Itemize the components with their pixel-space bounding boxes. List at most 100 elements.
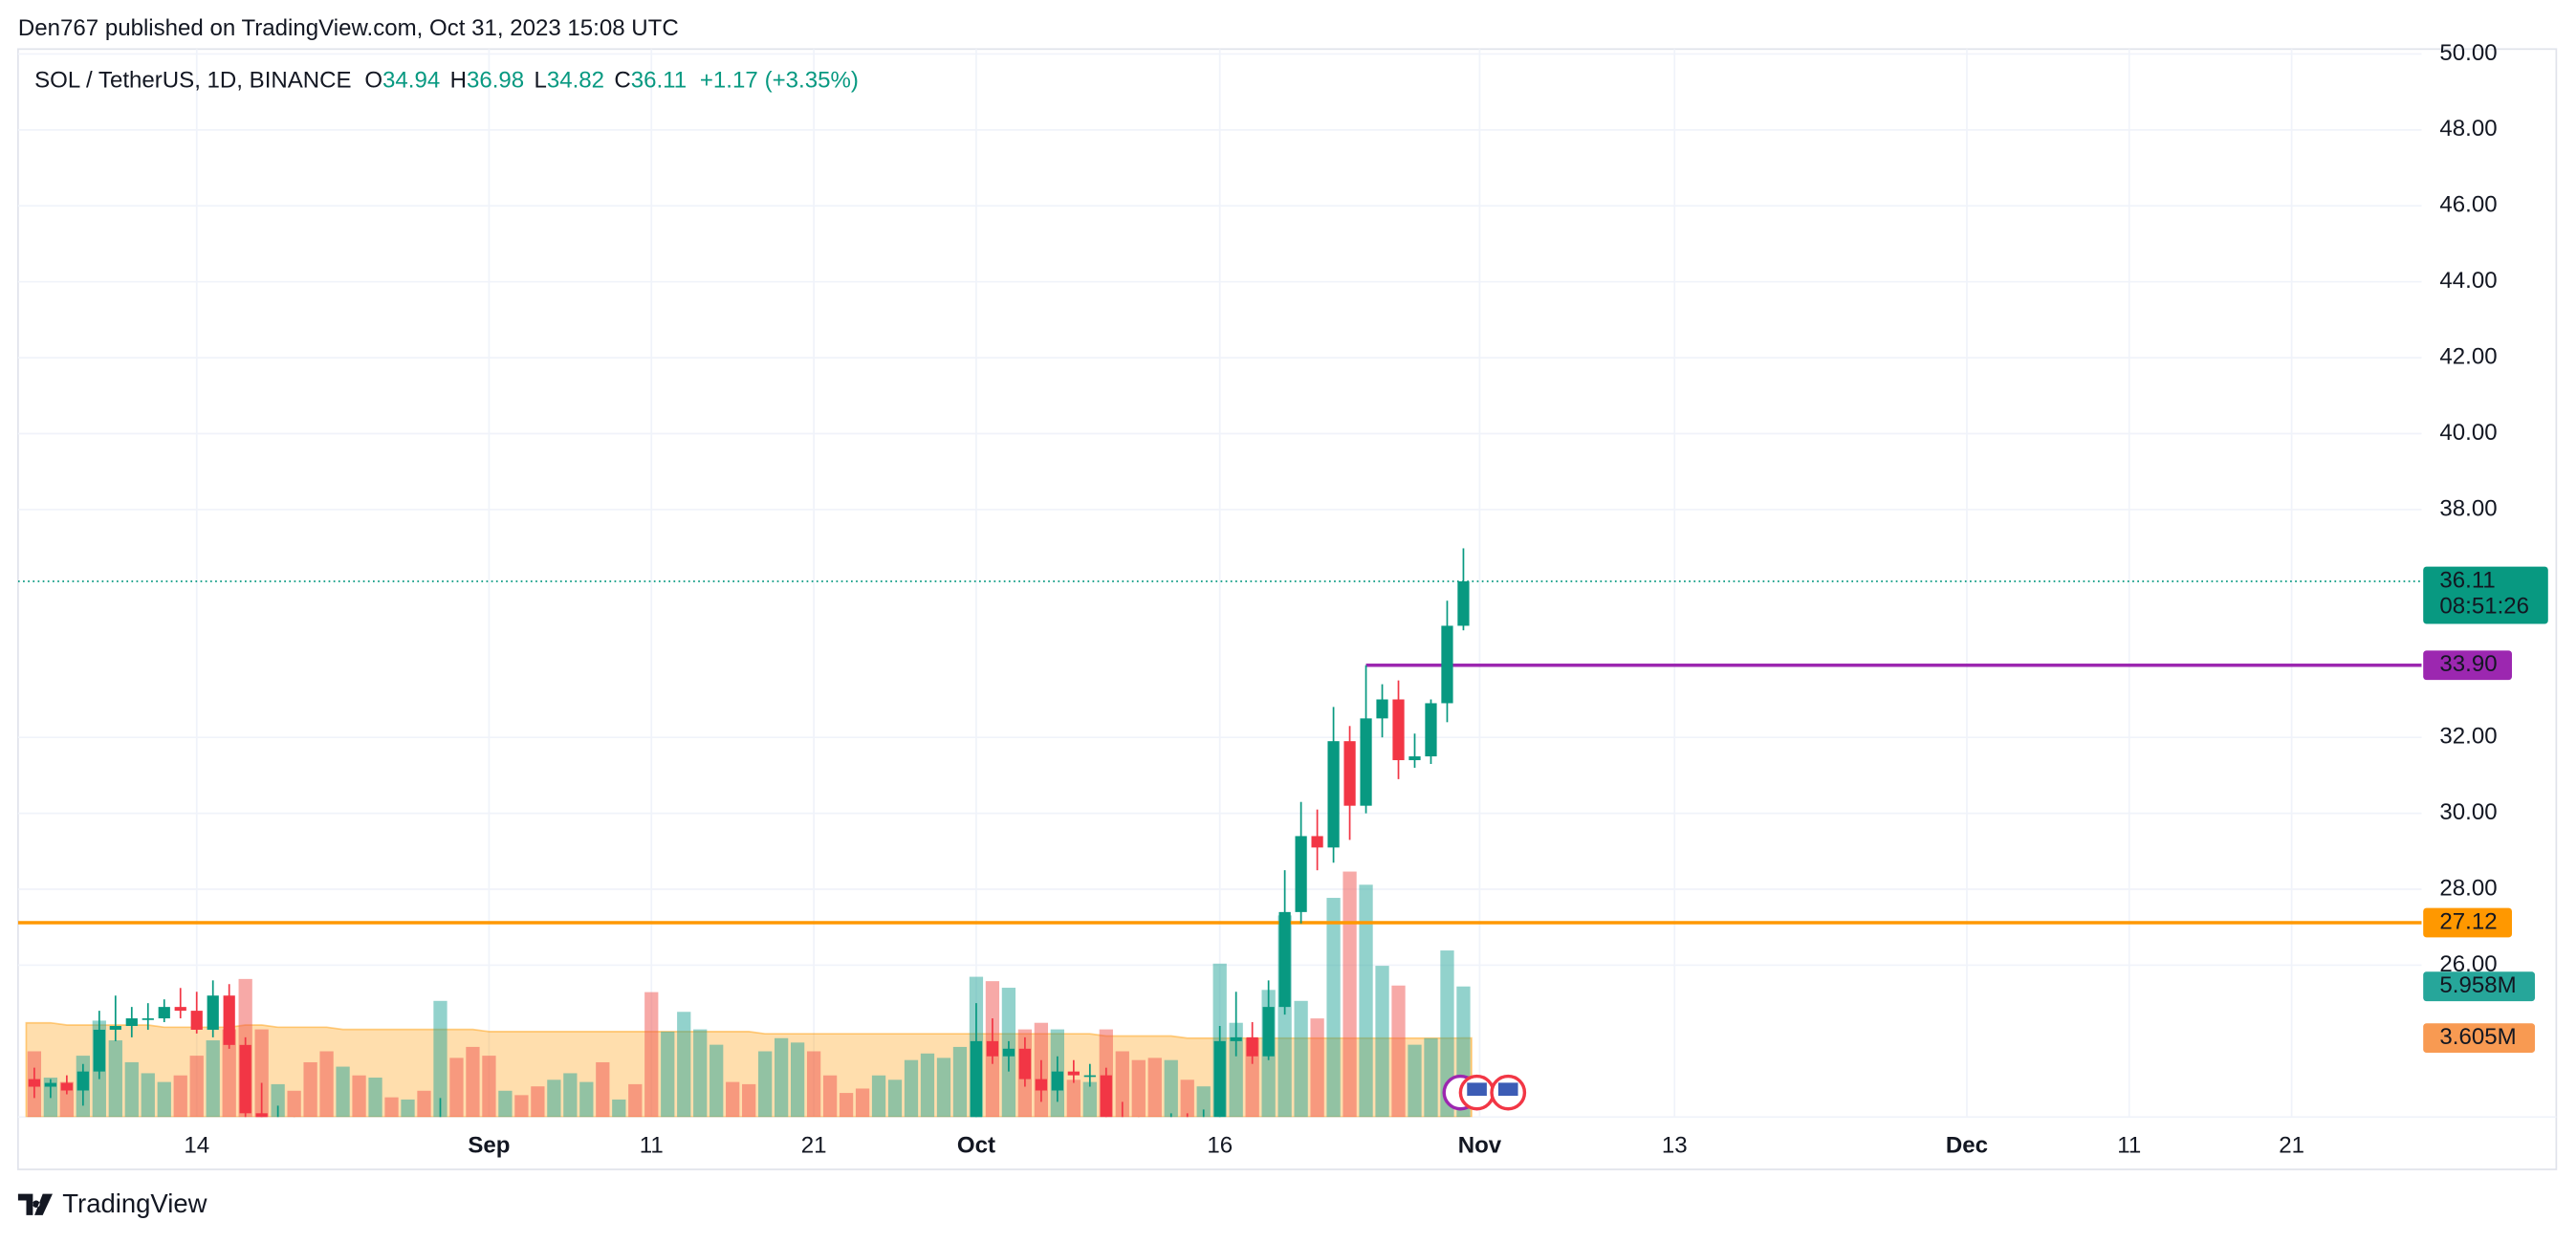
frame (17, 48, 2558, 1170)
volume-bar (822, 1075, 838, 1118)
legend-key: L (534, 68, 546, 94)
candle-body (1051, 1071, 1063, 1091)
volume-bar (1440, 950, 1454, 1118)
grid (17, 49, 2422, 1118)
candle-body (158, 1007, 170, 1019)
volume-label-box (2423, 971, 2536, 1002)
volume-bar (612, 1099, 626, 1118)
flag-icon (1467, 1082, 1487, 1097)
candle-body (142, 1018, 154, 1020)
volume-bar (904, 1059, 919, 1118)
candle-body (1165, 1117, 1177, 1118)
candle-body (223, 995, 235, 1045)
volume-bar (1164, 1059, 1178, 1118)
x-tick-label: Sep (468, 1132, 510, 1158)
volume-bar (59, 1081, 74, 1118)
candle-body (1100, 1075, 1112, 1118)
volume-bar (1424, 1037, 1438, 1118)
volume-bar (141, 1073, 155, 1118)
legend-value: 34.82 (547, 68, 604, 94)
volume-bar (449, 1058, 464, 1118)
volume-bar (401, 1099, 415, 1118)
volume-bar (1115, 1051, 1129, 1118)
candle-body (190, 1011, 203, 1030)
volume-bar (1391, 985, 1406, 1118)
level-label: 33.90 (2439, 651, 2497, 677)
volume-bar (693, 1029, 708, 1118)
candle-body (1083, 1075, 1096, 1078)
volume-bar (920, 1053, 935, 1118)
candle-body (239, 1044, 251, 1114)
volume-bar (287, 1090, 301, 1118)
candle-body (1343, 741, 1356, 806)
candle-body (1278, 911, 1291, 1008)
candle-body (1311, 836, 1323, 848)
x-tick-label: 13 (1662, 1132, 1688, 1158)
volume-bar (790, 1042, 805, 1118)
volume-bar (368, 1078, 382, 1118)
volume-bar (726, 1081, 740, 1118)
candle-body (1230, 1036, 1242, 1041)
volume-bar (303, 1061, 317, 1118)
volume-bar (1294, 1000, 1308, 1118)
candle-body (1295, 836, 1307, 912)
legend-value: 36.11 (631, 68, 687, 94)
volume-ma-label-box (2423, 1023, 2536, 1054)
candle-body (970, 1040, 983, 1118)
volume-bar (887, 1079, 903, 1118)
candle-body (1392, 699, 1405, 761)
candle-body (1376, 699, 1388, 719)
volume-bar (547, 1079, 561, 1118)
candle-body (1067, 1071, 1080, 1076)
candle-body (1197, 1117, 1210, 1118)
y-tick-label: 38.00 (2439, 495, 2497, 521)
candle-body (1441, 625, 1453, 704)
volume-bar (189, 1056, 204, 1118)
volume-bar (1408, 1044, 1422, 1118)
volume-bar (466, 1046, 480, 1118)
brand-name: TradingView (62, 1188, 207, 1218)
volume-bar (206, 1040, 220, 1118)
volume-bar (839, 1093, 854, 1118)
legend-key: C (614, 68, 630, 94)
legend-value: 36.98 (467, 68, 524, 94)
volume-bar (222, 1029, 236, 1118)
candle-body (1181, 1117, 1193, 1118)
y-tick-label: 42.00 (2439, 343, 2497, 369)
volume-bar (124, 1061, 139, 1118)
candle-body (1408, 756, 1421, 761)
volume-bar (1147, 1058, 1162, 1118)
event-markers (1442, 1074, 1527, 1111)
volume-bar (531, 1086, 545, 1118)
volume-bar (1343, 871, 1357, 1118)
volume-bar (157, 1081, 171, 1118)
volume-bar (108, 1040, 122, 1118)
legend-change-percent: (+3.35%) (765, 68, 859, 94)
volume-bar (775, 1037, 789, 1118)
volume-bar (482, 1056, 496, 1118)
candle-body (1018, 1048, 1032, 1079)
candle-body (1002, 1048, 1015, 1057)
volume-bar (1310, 1018, 1324, 1118)
last-price-label: 36.11 (2439, 567, 2495, 593)
volume-bar (1229, 1022, 1243, 1118)
volume-bar (644, 992, 659, 1118)
last-price-box (2423, 566, 2548, 624)
candle-body (1425, 703, 1437, 757)
volume-bar (628, 1083, 643, 1118)
x-tick-label: 16 (1207, 1132, 1233, 1158)
candle-body (44, 1082, 56, 1087)
x-tick-label: 11 (640, 1132, 664, 1158)
volume-bar (855, 1088, 870, 1118)
candle-body (1213, 1040, 1226, 1118)
candle-body (1327, 741, 1340, 848)
axes: 26.0028.0030.0032.0038.0040.0042.0044.00… (184, 40, 2548, 1158)
candle-body (255, 1113, 268, 1118)
y-tick-label: 46.00 (2439, 192, 2497, 218)
volume-bar (173, 1075, 187, 1118)
volume-bar (758, 1051, 773, 1118)
volume-bar (661, 1031, 675, 1118)
volume-bar (709, 1044, 724, 1118)
legend-text: SOL / TetherUS, 1D, BINANCE O34.94 H36.98 L… (34, 68, 859, 94)
